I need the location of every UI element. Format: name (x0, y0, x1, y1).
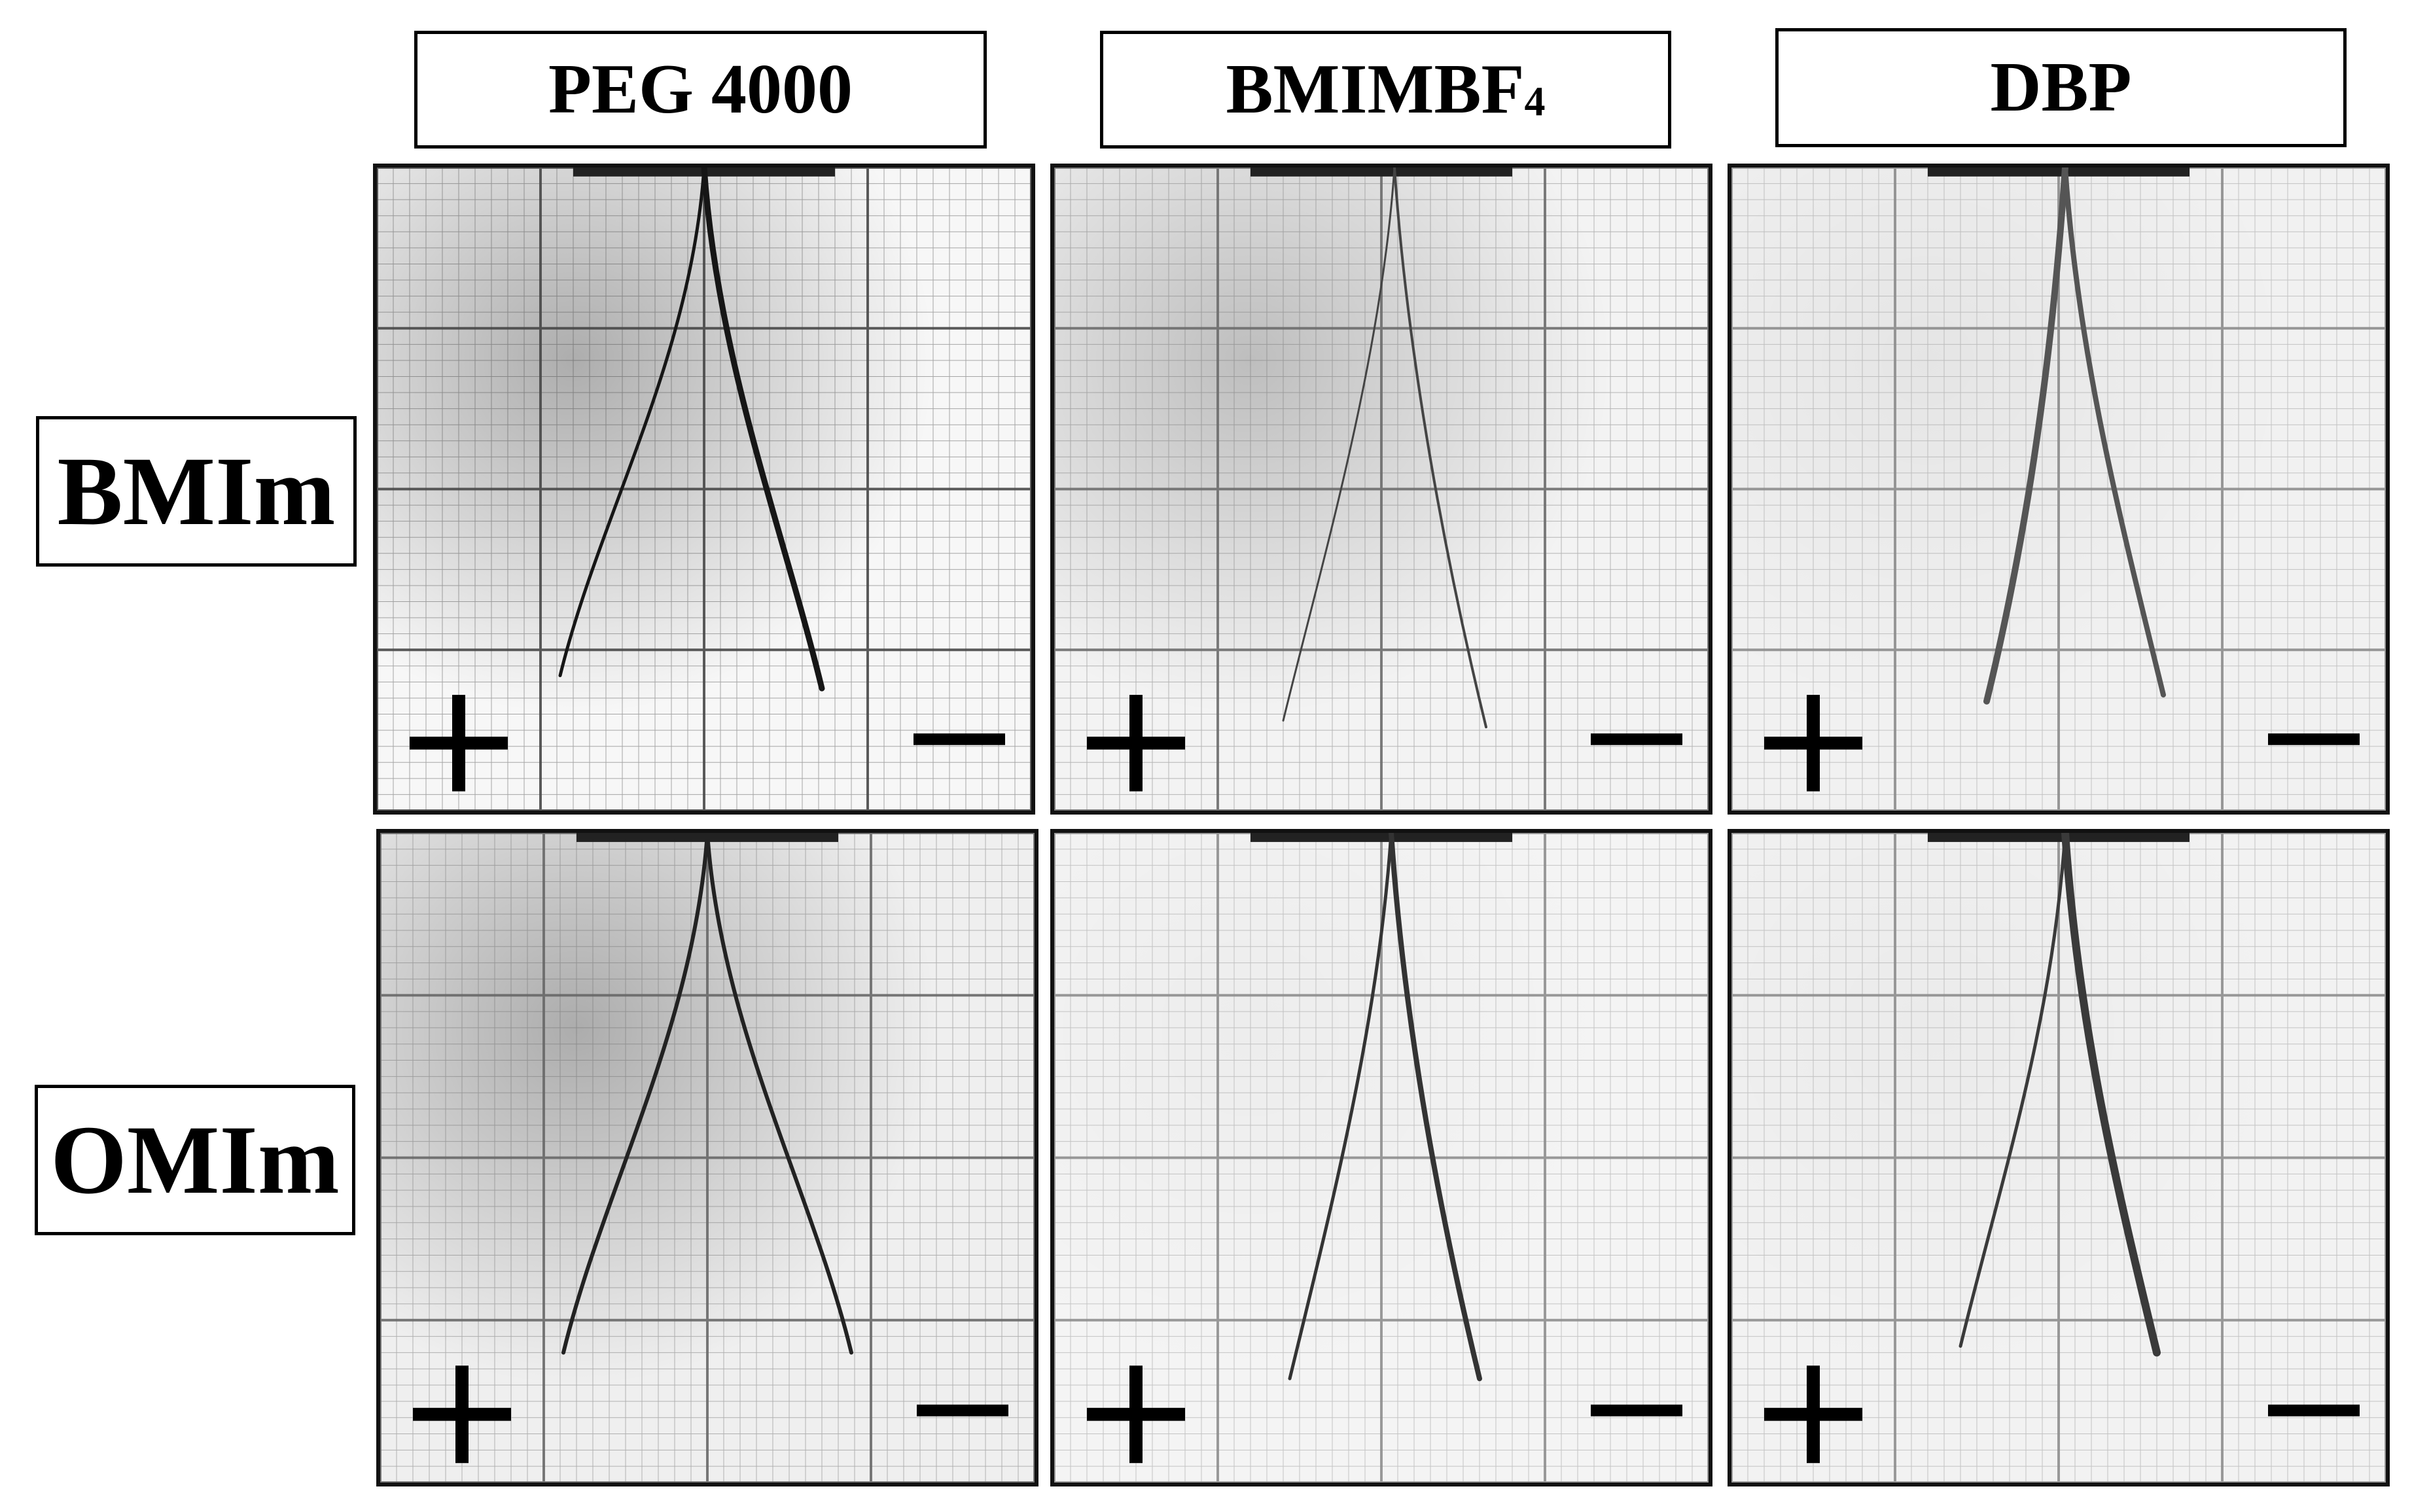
actuator-strip-right (1393, 167, 1487, 729)
photo-panel-bmim-bmimbf4 (1050, 164, 1712, 815)
actuator-strip-right (705, 833, 853, 1355)
actuator-strip-left (561, 833, 709, 1355)
electrode-clamp (1928, 167, 2190, 177)
row-label-bmim: BMIm (36, 416, 357, 567)
plus-sign-icon (1764, 695, 1862, 792)
photo-panel-bmim-dbp (1728, 164, 2390, 815)
actuator-strip-left (1983, 167, 2068, 705)
major-grid (1054, 167, 1709, 811)
major-grid (380, 833, 1035, 1483)
row-label-text: OMIm (50, 1106, 340, 1214)
plus-sign-icon (1087, 695, 1185, 792)
column-label-text: PEG 4000 (548, 50, 853, 128)
minus-sign-icon (1591, 1404, 1682, 1416)
actuator-strip-right (1389, 833, 1482, 1382)
minus-sign-icon (913, 733, 1005, 745)
major-grid (377, 167, 1031, 811)
column-label-bmimbf4: BMIMBF 4 (1100, 31, 1671, 149)
column-label-text: BMIMBF (1226, 50, 1525, 128)
plus-sign-icon (410, 695, 508, 792)
minus-sign-icon (917, 1404, 1008, 1416)
photo-panel-bmim-peg4000 (373, 164, 1035, 815)
column-label-peg4000: PEG 4000 (414, 31, 987, 149)
electrode-clamp (1250, 833, 1512, 842)
row-label-omim: OMIm (35, 1085, 355, 1235)
column-label-text: DBP (1990, 48, 2132, 126)
plus-sign-icon (413, 1365, 511, 1464)
plus-sign-icon (1087, 1365, 1185, 1464)
actuator-strip-left (1959, 833, 2067, 1348)
actuator-strip-right (701, 167, 825, 692)
actuator-strip-left (1282, 167, 1396, 722)
row-label-text: BMIm (57, 437, 336, 546)
minus-sign-icon (2268, 1404, 2360, 1416)
electrode-clamp (1250, 167, 1512, 177)
minus-sign-icon (1591, 733, 1682, 745)
column-label-dbp: DBP (1775, 28, 2347, 147)
column-label-subscript: 4 (1524, 78, 1546, 124)
actuator-strip-left (1288, 833, 1393, 1380)
photo-panel-omim-bmimbf4 (1050, 829, 1712, 1486)
photo-panel-omim-dbp (1728, 829, 2390, 1486)
actuator-strip-left (558, 167, 706, 678)
actuator-strip-right (2061, 833, 2161, 1357)
photo-panel-omim-peg4000 (376, 829, 1038, 1486)
electrode-clamp (1928, 833, 2190, 842)
minus-sign-icon (2268, 733, 2360, 745)
actuator-strip-right (2063, 167, 2166, 697)
plus-sign-icon (1764, 1365, 1862, 1464)
major-grid (1731, 833, 2386, 1483)
